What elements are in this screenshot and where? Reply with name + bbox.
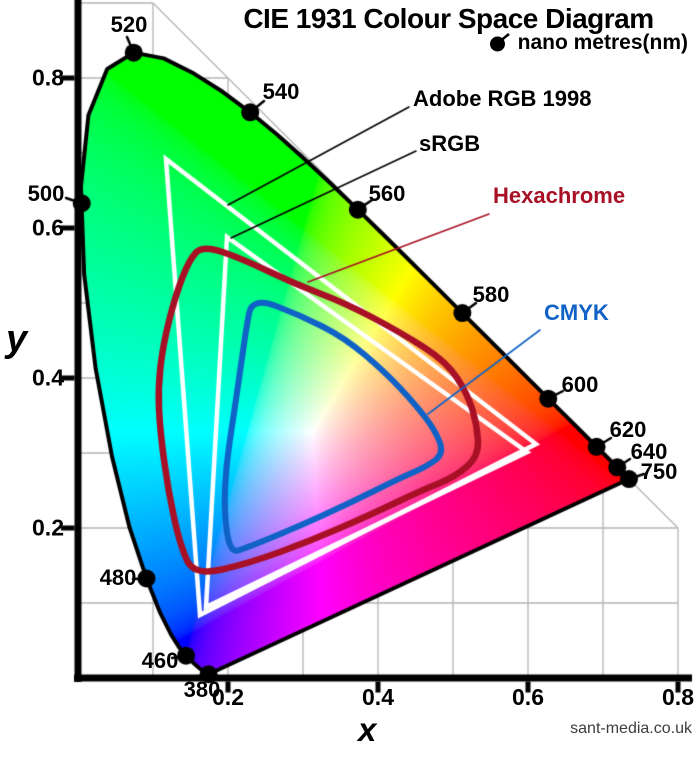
- gamut-label-srgb: sRGB: [419, 131, 481, 156]
- x-axis-tick-label-0.2: 0.2: [212, 684, 244, 710]
- gamut-label-hexachrome: Hexachrome: [493, 183, 626, 208]
- wavelength-label-600: 600: [561, 372, 599, 397]
- y-axis-title: y: [6, 318, 28, 360]
- y-axis-tick-label-0.6: 0.6: [32, 214, 64, 241]
- gamut-label-cmyk: CMYK: [544, 300, 609, 325]
- diagram-title: CIE 1931 Colour Space Diagram: [243, 3, 654, 34]
- x-axis-tick-label-0.8: 0.8: [662, 684, 694, 710]
- wavelength-label-380: 380: [183, 677, 221, 702]
- wavelength-label-540: 540: [262, 79, 300, 104]
- wavelength-label-520: 520: [110, 12, 148, 37]
- x-axis-tick-label-0.4: 0.4: [362, 684, 394, 710]
- x-axis-tick-label-0.6: 0.6: [512, 684, 544, 710]
- wavelength-label-620: 620: [609, 417, 647, 442]
- gamut-label-adobe-rgb-1998: Adobe RGB 1998: [413, 86, 592, 111]
- wavelength-label-750: 750: [640, 459, 678, 484]
- x-axis-title: x: [358, 711, 377, 748]
- y-axis-tick-label-0.8: 0.8: [32, 64, 64, 91]
- wavelength-label-580: 580: [472, 282, 510, 307]
- wavelength-label-640: 640: [630, 439, 668, 464]
- wavelength-label-480: 480: [99, 565, 137, 590]
- wavelength-units-legend: nano metres(nm): [488, 31, 688, 55]
- wavelength-label-560: 560: [368, 181, 406, 206]
- wavelength-dot-icon: [489, 32, 510, 52]
- wavelength-units-label: nano metres(nm): [517, 31, 688, 54]
- wavelength-label-460: 460: [141, 648, 179, 673]
- y-axis-tick-label-0.4: 0.4: [32, 364, 64, 391]
- y-axis-tick-label-0.2: 0.2: [32, 514, 64, 541]
- wavelength-label-500: 500: [27, 181, 65, 206]
- watermark: sant-media.co.uk: [570, 720, 692, 737]
